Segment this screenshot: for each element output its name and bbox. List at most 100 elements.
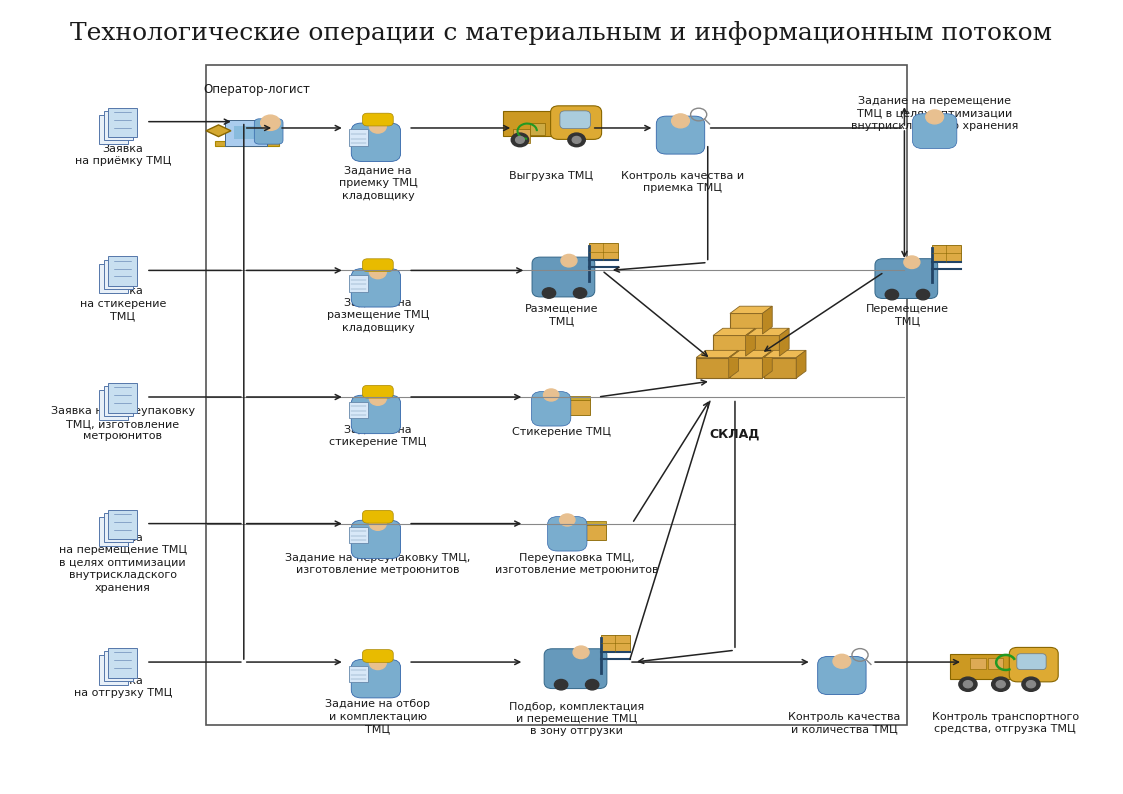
Text: Технологические операции с материальным и информационным потоком: Технологические операции с материальным … <box>71 21 1052 45</box>
FancyBboxPatch shape <box>1010 647 1058 682</box>
FancyBboxPatch shape <box>226 120 267 146</box>
Circle shape <box>542 287 556 299</box>
FancyBboxPatch shape <box>560 111 591 129</box>
Circle shape <box>544 389 559 401</box>
Bar <box>207 64 907 726</box>
Circle shape <box>833 654 851 669</box>
Circle shape <box>369 392 386 405</box>
Polygon shape <box>713 328 756 336</box>
Text: Заявка
на стикерение
ТМЦ: Заявка на стикерение ТМЦ <box>80 286 166 321</box>
Polygon shape <box>796 350 806 378</box>
Text: Размещение
ТМЦ: Размещение ТМЦ <box>524 303 599 326</box>
Circle shape <box>515 137 524 143</box>
Circle shape <box>1022 677 1040 692</box>
Polygon shape <box>729 350 739 378</box>
FancyBboxPatch shape <box>349 275 368 291</box>
FancyBboxPatch shape <box>548 517 587 551</box>
FancyBboxPatch shape <box>565 396 591 400</box>
FancyBboxPatch shape <box>730 357 763 378</box>
FancyBboxPatch shape <box>747 336 779 356</box>
FancyBboxPatch shape <box>601 635 630 652</box>
FancyBboxPatch shape <box>108 108 137 137</box>
FancyBboxPatch shape <box>104 513 134 542</box>
FancyBboxPatch shape <box>531 391 570 426</box>
FancyBboxPatch shape <box>349 526 368 543</box>
FancyBboxPatch shape <box>970 658 986 669</box>
FancyBboxPatch shape <box>582 521 606 525</box>
FancyBboxPatch shape <box>730 314 763 334</box>
FancyBboxPatch shape <box>351 123 401 161</box>
FancyBboxPatch shape <box>363 259 393 272</box>
Text: Переупаковка ТМЦ,
изготовление метроюнитов: Переупаковка ТМЦ, изготовление метроюнит… <box>495 553 658 576</box>
FancyBboxPatch shape <box>363 114 393 126</box>
Circle shape <box>904 256 920 268</box>
FancyBboxPatch shape <box>104 386 134 416</box>
Circle shape <box>672 114 690 128</box>
Circle shape <box>511 133 529 147</box>
FancyBboxPatch shape <box>570 523 587 536</box>
FancyBboxPatch shape <box>363 649 393 662</box>
FancyBboxPatch shape <box>254 119 283 145</box>
FancyBboxPatch shape <box>108 256 137 286</box>
Circle shape <box>562 254 577 267</box>
FancyBboxPatch shape <box>656 116 705 154</box>
Polygon shape <box>763 350 773 378</box>
FancyBboxPatch shape <box>550 106 602 140</box>
Text: Подбор, комплектация
и перемещение ТМЦ
в зону отгрузки: Подбор, комплектация и перемещение ТМЦ в… <box>509 702 645 736</box>
Text: СКЛАД: СКЛАД <box>710 427 760 440</box>
FancyBboxPatch shape <box>503 111 562 136</box>
Polygon shape <box>730 306 773 314</box>
Circle shape <box>1026 680 1035 688</box>
Text: Оператор-логист: Оператор-логист <box>203 83 310 96</box>
FancyBboxPatch shape <box>349 402 368 418</box>
Polygon shape <box>207 125 231 137</box>
FancyBboxPatch shape <box>913 114 957 148</box>
FancyBboxPatch shape <box>932 245 960 261</box>
Circle shape <box>573 137 581 143</box>
FancyBboxPatch shape <box>99 115 128 145</box>
FancyBboxPatch shape <box>99 517 128 546</box>
FancyBboxPatch shape <box>351 268 401 307</box>
Circle shape <box>369 265 386 279</box>
Circle shape <box>573 646 590 658</box>
Circle shape <box>559 514 575 526</box>
FancyBboxPatch shape <box>822 686 856 692</box>
FancyBboxPatch shape <box>351 660 401 698</box>
Text: Контроль качества
и количества ТМЦ: Контроль качества и количества ТМЦ <box>787 712 900 734</box>
FancyBboxPatch shape <box>567 399 591 415</box>
Text: Задание на
приемку ТМЦ
кладовщику: Задание на приемку ТМЦ кладовщику <box>338 166 418 201</box>
Circle shape <box>916 289 930 300</box>
Circle shape <box>925 110 943 124</box>
Circle shape <box>574 287 586 299</box>
FancyBboxPatch shape <box>363 511 393 523</box>
Circle shape <box>996 680 1005 688</box>
FancyBboxPatch shape <box>545 649 606 688</box>
FancyBboxPatch shape <box>363 385 393 398</box>
Text: Заявка
на приёмку ТМЦ: Заявка на приёмку ТМЦ <box>74 144 171 166</box>
Circle shape <box>369 120 386 133</box>
FancyBboxPatch shape <box>108 648 137 678</box>
Text: Задание на переупаковку ТМЦ,
изготовление метроюнитов: Задание на переупаковку ТМЦ, изготовлени… <box>285 553 471 576</box>
FancyBboxPatch shape <box>818 657 866 695</box>
FancyBboxPatch shape <box>108 510 137 539</box>
Polygon shape <box>696 350 739 357</box>
FancyBboxPatch shape <box>99 264 128 293</box>
Polygon shape <box>747 328 789 336</box>
FancyBboxPatch shape <box>104 651 134 681</box>
Text: Задание на отбор
и комплектацию
ТМЦ: Задание на отбор и комплектацию ТМЦ <box>326 700 430 734</box>
FancyBboxPatch shape <box>660 145 695 151</box>
Circle shape <box>585 680 599 690</box>
Text: Заявка на переупаковку
ТМЦ, изготовление
метроюнитов: Заявка на переупаковку ТМЦ, изготовление… <box>51 407 195 441</box>
FancyBboxPatch shape <box>513 129 530 143</box>
FancyBboxPatch shape <box>950 653 1019 680</box>
Circle shape <box>964 680 973 688</box>
FancyBboxPatch shape <box>349 666 368 683</box>
Polygon shape <box>730 350 773 357</box>
FancyBboxPatch shape <box>554 399 572 411</box>
Text: Перемещение
ТМЦ: Перемещение ТМЦ <box>866 303 949 326</box>
FancyBboxPatch shape <box>588 243 618 260</box>
FancyBboxPatch shape <box>351 520 401 559</box>
Polygon shape <box>779 328 789 356</box>
Text: Задание на
размещение ТМЦ
кладовщику: Задание на размещение ТМЦ кладовщику <box>327 298 429 333</box>
FancyBboxPatch shape <box>234 126 259 140</box>
